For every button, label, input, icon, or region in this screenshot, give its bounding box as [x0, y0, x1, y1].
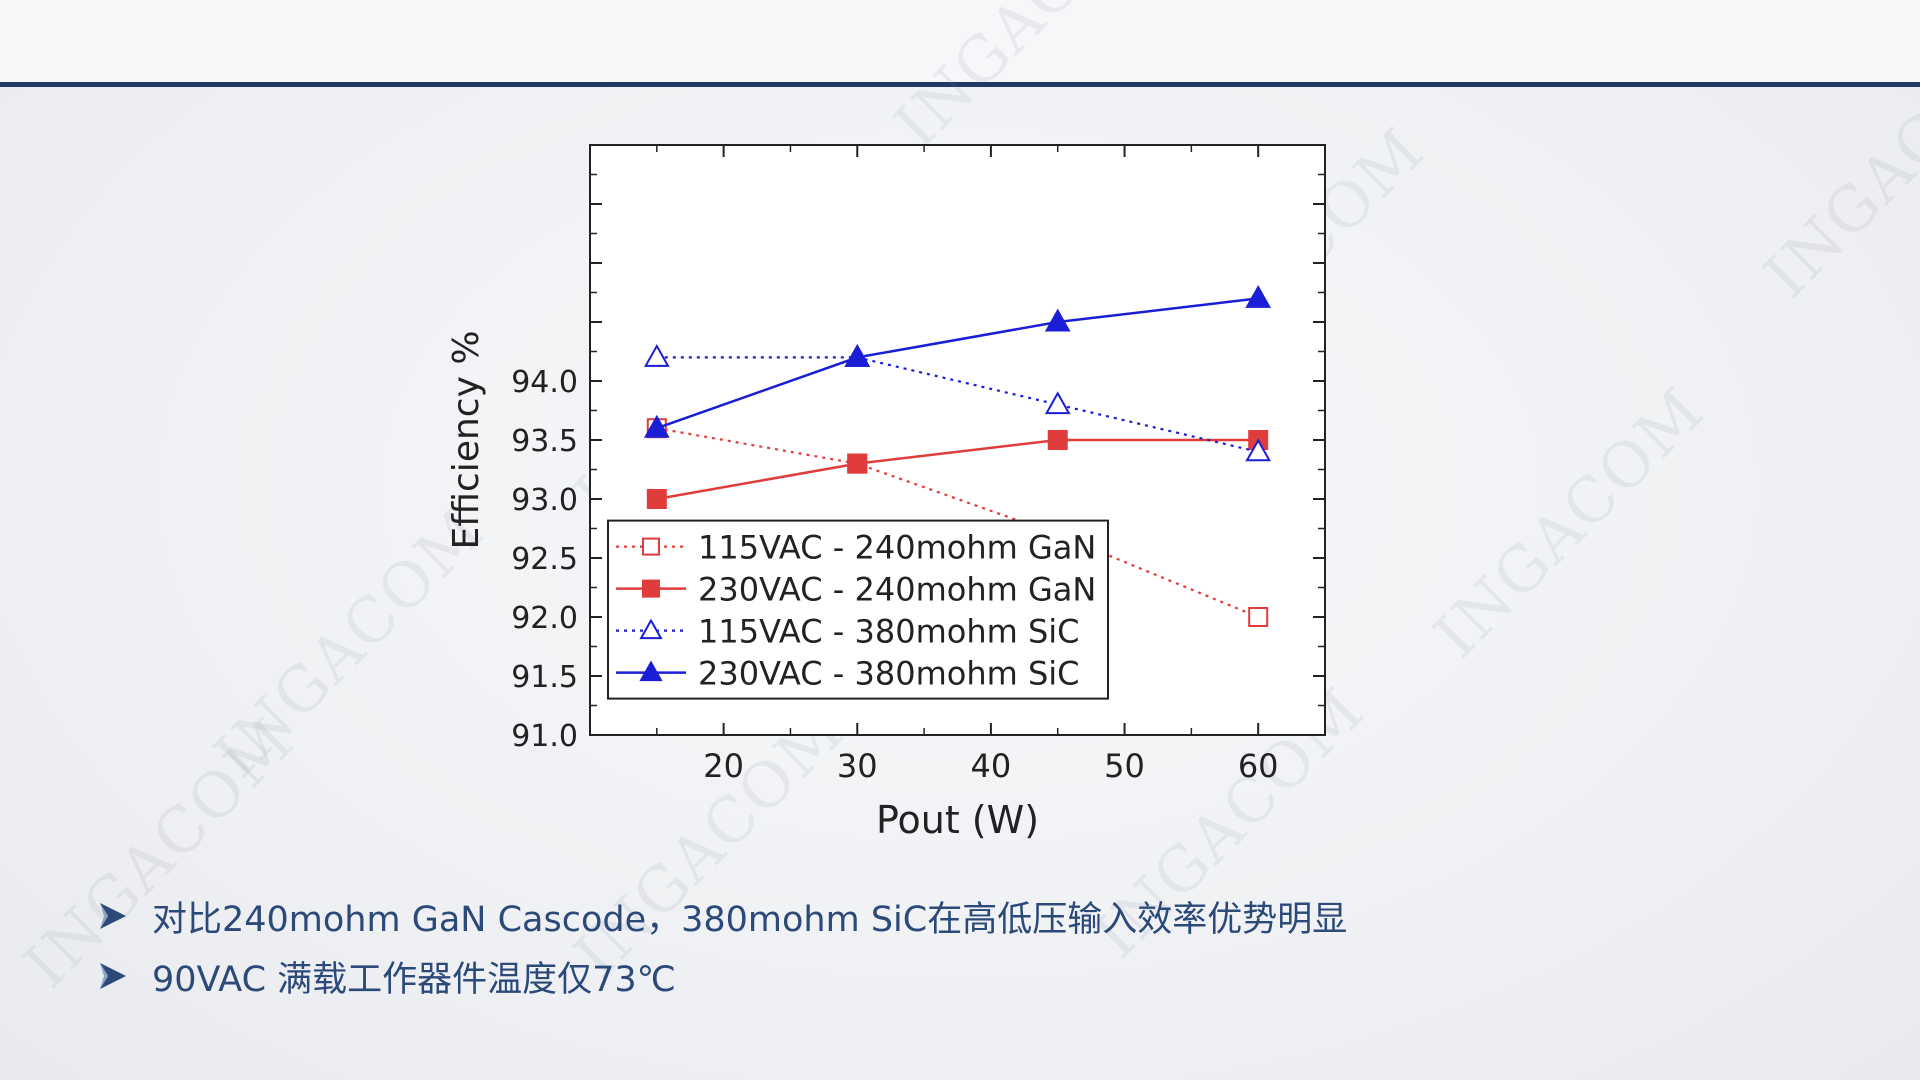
data-point — [1245, 438, 1272, 462]
data-point — [1047, 430, 1068, 450]
legend-entry: 230VAC - 380mohm SiC — [616, 655, 1079, 693]
triangle-open-marker — [1044, 391, 1071, 415]
bullet-text: 90VAC 满载工作器件温度仅73℃ — [152, 959, 676, 1000]
data-point — [1248, 607, 1269, 627]
bullet-list: 对比240mohm GaN Cascode，380mohm SiC在高低压输入效… — [96, 888, 1796, 1008]
header-divider — [0, 82, 1920, 87]
y-tick-label: 91.0 — [511, 719, 578, 754]
bullet-text: 对比240mohm GaN Cascode，380mohm SiC在高低压输入效… — [152, 899, 1348, 940]
legend-box — [607, 519, 1109, 700]
watermark-text: INGACOM — [1420, 373, 1719, 672]
chart-legend: 115VAC - 240mohm GaN 230VAC - 240mohm GaN… — [607, 519, 1109, 700]
triangle-filled-marker — [639, 660, 663, 682]
bullet-item: 90VAC 满载工作器件温度仅73℃ — [96, 948, 1796, 1004]
header-band — [0, 0, 1920, 82]
data-point — [643, 344, 670, 367]
x-tick-label: 20 — [703, 747, 744, 785]
x-tick-label: 30 — [837, 747, 878, 785]
y-axis-label: Efficiency % — [446, 330, 487, 549]
series-line — [656, 438, 1259, 501]
legend-label: 230VAC - 380mohm SiC — [698, 655, 1079, 693]
square-open-marker — [642, 537, 660, 556]
y-tick-label: 93.5 — [511, 424, 578, 459]
bullet-item: 对比240mohm GaN Cascode，380mohm SiC在高低压输入效… — [96, 888, 1796, 944]
triangle-filled-marker — [844, 344, 871, 367]
y-tick-label: 94.0 — [511, 365, 578, 400]
arrowhead-bullet-icon — [100, 903, 126, 929]
legend-label: 115VAC - 240mohm GaN — [698, 529, 1096, 567]
legend-entry: 115VAC - 240mohm GaN — [616, 529, 1096, 567]
square-filled-marker — [642, 579, 660, 598]
legend-entry: 115VAC - 380mohm SiC — [616, 613, 1079, 651]
triangle-filled-marker — [1245, 285, 1272, 308]
data-point — [646, 489, 667, 509]
x-axis-label: Pout (W) — [876, 798, 1039, 842]
legend-label: 115VAC - 380mohm SiC — [698, 613, 1079, 651]
chart-svg: 20 30 40 50 60 91.0 91.5 92.0 92.5 93.0 93.5 94.0 1… — [446, 144, 1326, 842]
x-tick-label: 60 — [1238, 747, 1279, 785]
triangle-filled-marker — [643, 414, 670, 438]
legend-entry: 230VAC - 240mohm GaN — [616, 571, 1096, 609]
triangle-open-marker — [643, 344, 670, 367]
data-point — [643, 414, 670, 438]
series-line — [656, 297, 1259, 430]
legend-label: 230VAC - 240mohm GaN — [698, 571, 1096, 609]
y-tick-label: 92.0 — [511, 601, 578, 636]
data-point — [1245, 285, 1272, 308]
chart-ticks: 20 30 40 50 60 91.0 91.5 92.0 92.5 93.0 93.5 94.0 — [511, 144, 1325, 785]
x-tick-label: 40 — [971, 747, 1012, 785]
efficiency-chart: 20 30 40 50 60 91.0 91.5 92.0 92.5 93.0 93.5 94.0 1… — [440, 130, 1360, 860]
arrowhead-bullet-icon — [100, 963, 126, 989]
data-point — [1044, 391, 1071, 415]
y-tick-label: 92.5 — [511, 542, 578, 577]
data-point — [847, 453, 868, 474]
series-4 — [643, 285, 1272, 438]
triangle-filled-marker — [1044, 308, 1071, 332]
data-point — [844, 344, 871, 367]
chart-series — [643, 285, 1272, 627]
square-filled-marker — [646, 489, 667, 509]
data-point — [1044, 308, 1071, 332]
y-tick-label: 91.5 — [511, 660, 578, 695]
y-tick-label: 93.0 — [511, 483, 578, 518]
series-2 — [646, 430, 1269, 509]
triangle-open-marker — [639, 618, 663, 640]
triangle-open-marker — [1245, 438, 1272, 462]
square-filled-marker — [1047, 430, 1068, 450]
square-open-marker — [1248, 607, 1269, 627]
x-tick-label: 50 — [1104, 747, 1145, 785]
square-filled-marker — [847, 453, 868, 474]
